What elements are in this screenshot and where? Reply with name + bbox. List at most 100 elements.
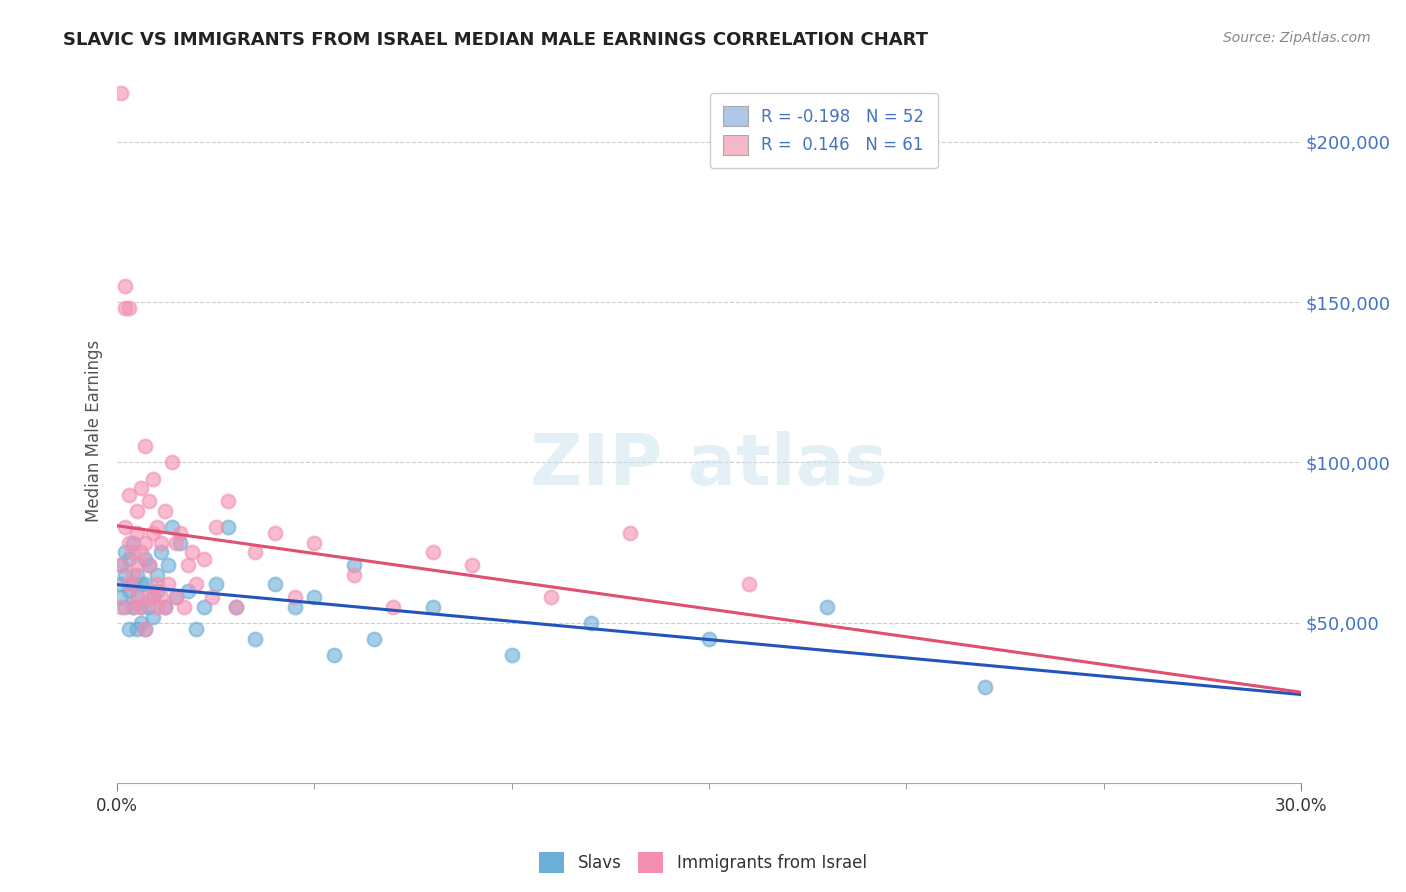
Point [157, 577, 180, 591]
Point [110, 599, 132, 614]
Point [169, 535, 191, 549]
Point [110, 591, 132, 605]
Point [245, 632, 267, 646]
Point [110, 558, 132, 573]
Point [114, 599, 136, 614]
Point [114, 567, 136, 582]
Point [193, 551, 215, 566]
Point [501, 648, 523, 662]
Point [122, 599, 145, 614]
Point [134, 577, 156, 591]
Point [343, 567, 366, 582]
Point [138, 591, 160, 605]
Text: SLAVIC VS IMMIGRANTS FROM ISRAEL MEDIAN MALE EARNINGS CORRELATION CHART: SLAVIC VS IMMIGRANTS FROM ISRAEL MEDIAN … [63, 31, 928, 49]
Point [201, 591, 224, 605]
Point [114, 519, 136, 533]
Point [125, 526, 148, 541]
Point [138, 599, 160, 614]
Point [138, 558, 160, 573]
Point [142, 526, 165, 541]
Point [142, 591, 165, 605]
Point [264, 577, 287, 591]
Point [153, 599, 176, 614]
Point [205, 519, 228, 533]
Point [153, 599, 176, 614]
Point [165, 535, 187, 549]
Point [129, 577, 152, 591]
Point [110, 87, 132, 101]
Point [177, 558, 200, 573]
Text: ZIP atlas: ZIP atlas [530, 431, 887, 500]
Point [149, 535, 172, 549]
Point [225, 599, 247, 614]
Point [540, 591, 562, 605]
Point [193, 599, 215, 614]
Point [134, 551, 156, 566]
Point [184, 577, 207, 591]
Point [122, 599, 145, 614]
Point [363, 632, 385, 646]
Point [118, 301, 141, 316]
Point [422, 599, 444, 614]
Point [118, 487, 141, 501]
Point [245, 545, 267, 559]
Point [817, 599, 839, 614]
Point [125, 558, 148, 573]
Point [165, 591, 187, 605]
Point [184, 623, 207, 637]
Point [169, 526, 191, 541]
Point [118, 535, 141, 549]
Point [697, 632, 720, 646]
Point [125, 591, 148, 605]
Point [145, 577, 167, 591]
Point [134, 535, 156, 549]
Point [284, 599, 307, 614]
Point [118, 623, 141, 637]
Point [142, 609, 165, 624]
Point [142, 471, 165, 485]
Point [142, 591, 165, 605]
Point [145, 519, 167, 533]
Point [129, 615, 152, 630]
Point [422, 545, 444, 559]
Point [138, 494, 160, 508]
Point [323, 648, 346, 662]
Point [382, 599, 405, 614]
Point [579, 615, 602, 630]
Point [225, 599, 247, 614]
Point [737, 577, 759, 591]
Point [125, 567, 148, 582]
Point [145, 583, 167, 598]
Point [165, 591, 187, 605]
Point [118, 577, 141, 591]
Legend: R = -0.198   N = 52, R =  0.146   N = 61: R = -0.198 N = 52, R = 0.146 N = 61 [710, 93, 938, 169]
Point [138, 558, 160, 573]
Point [134, 440, 156, 454]
Point [304, 591, 326, 605]
Point [145, 599, 167, 614]
Point [125, 503, 148, 517]
Point [122, 577, 145, 591]
Point [177, 583, 200, 598]
Point [149, 545, 172, 559]
Point [149, 591, 172, 605]
Point [619, 526, 641, 541]
Point [974, 680, 997, 694]
Text: Source: ZipAtlas.com: Source: ZipAtlas.com [1223, 31, 1371, 45]
Point [461, 558, 484, 573]
Point [118, 583, 141, 598]
Point [153, 503, 176, 517]
Point [162, 455, 184, 469]
Point [134, 623, 156, 637]
Point [157, 558, 180, 573]
Legend: Slavs, Immigrants from Israel: Slavs, Immigrants from Israel [533, 846, 873, 880]
Point [125, 623, 148, 637]
Point [125, 591, 148, 605]
Point [114, 279, 136, 293]
Point [122, 545, 145, 559]
Point [110, 558, 132, 573]
Point [122, 535, 145, 549]
Point [217, 519, 239, 533]
Point [304, 535, 326, 549]
Point [145, 567, 167, 582]
